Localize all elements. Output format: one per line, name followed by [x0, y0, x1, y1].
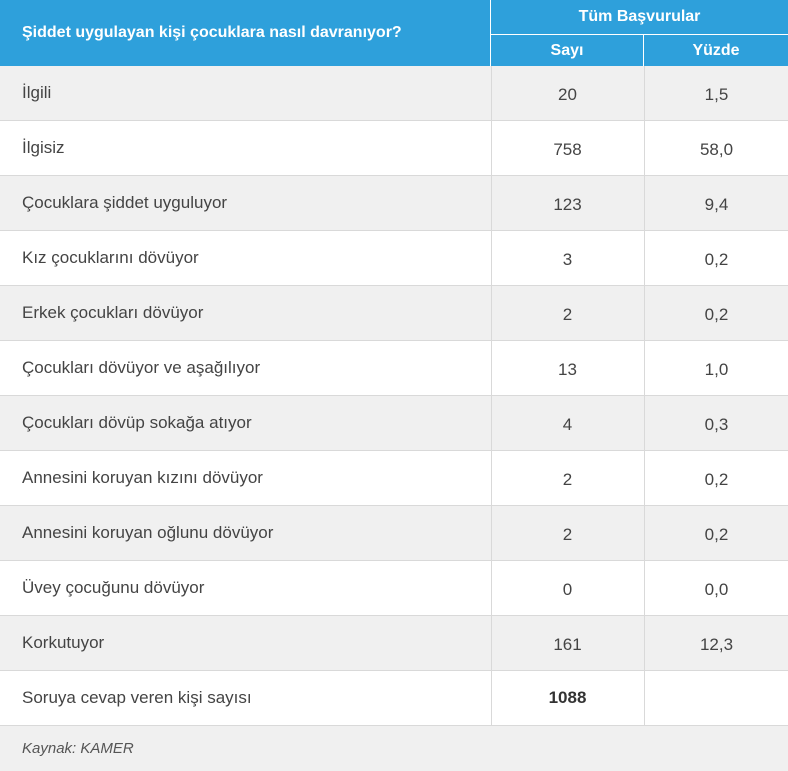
source-note: Kaynak: KAMER — [0, 726, 788, 771]
table-row: Çocukları dövüyor ve aşağılıyor 13 1,0 — [0, 341, 788, 396]
total-percent — [644, 671, 788, 725]
table-row: Kız çocuklarını dövüyor 3 0,2 — [0, 231, 788, 286]
row-count: 2 — [491, 506, 643, 560]
row-percent: 0,3 — [644, 396, 788, 450]
table-row: Erkek çocukları dövüyor 2 0,2 — [0, 286, 788, 341]
table-row: Üvey çocuğunu dövüyor 0 0,0 — [0, 561, 788, 616]
row-percent: 58,0 — [644, 121, 788, 175]
row-percent: 1,5 — [644, 66, 788, 120]
table-row: İlgili 20 1,5 — [0, 66, 788, 121]
row-label: Annesini koruyan oğlunu dövüyor — [22, 523, 274, 542]
question-header: Şiddet uygulayan kişi çocuklara nasıl da… — [22, 24, 402, 41]
row-count: 4 — [491, 396, 643, 450]
row-percent: 9,4 — [644, 176, 788, 230]
row-percent: 0,2 — [644, 451, 788, 505]
total-row: Soruya cevap veren kişi sayısı 1088 — [0, 671, 788, 726]
header-divider — [490, 0, 491, 66]
row-percent: 1,0 — [644, 341, 788, 395]
total-count: 1088 — [491, 671, 643, 725]
row-count: 3 — [491, 231, 643, 285]
row-count: 2 — [491, 286, 643, 340]
total-label: Soruya cevap veren kişi sayısı — [22, 688, 252, 707]
row-label: İlgili — [22, 83, 52, 102]
table-row: Annesini koruyan kızını dövüyor 2 0,2 — [0, 451, 788, 506]
row-percent: 0,2 — [644, 286, 788, 340]
table-row: Annesini koruyan oğlunu dövüyor 2 0,2 — [0, 506, 788, 561]
row-label: Çocukları dövüyor ve aşağılıyor — [22, 358, 261, 377]
row-percent: 0,2 — [644, 506, 788, 560]
row-percent: 0,0 — [644, 561, 788, 615]
count-column-header: Sayı — [550, 41, 584, 59]
table-row: Çocukları dövüp sokağa atıyor 4 0,3 — [0, 396, 788, 451]
row-percent: 12,3 — [644, 616, 788, 670]
row-label: Kız çocuklarını dövüyor — [22, 248, 199, 267]
row-label: Korkutuyor — [22, 633, 105, 652]
row-label: Annesini koruyan kızını dövüyor — [22, 468, 263, 487]
group-header: Tüm Başvurular — [578, 8, 701, 25]
table-row: Korkutuyor 161 12,3 — [0, 616, 788, 671]
row-label: Çocukları dövüp sokağa atıyor — [22, 413, 252, 432]
row-label: İlgisiz — [22, 138, 65, 157]
table-row: Çocuklara şiddet uyguluyor 123 9,4 — [0, 176, 788, 231]
row-label: Erkek çocukları dövüyor — [22, 303, 204, 322]
row-count: 123 — [491, 176, 643, 230]
row-count: 13 — [491, 341, 643, 395]
row-count: 0 — [491, 561, 643, 615]
row-count: 2 — [491, 451, 643, 505]
percent-column-header: Yüzde — [692, 41, 740, 59]
row-count: 758 — [491, 121, 643, 175]
row-count: 161 — [491, 616, 643, 670]
row-count: 20 — [491, 66, 643, 120]
source-text: Kaynak: KAMER — [22, 740, 134, 757]
row-label: Çocuklara şiddet uyguluyor — [22, 193, 228, 212]
header-divider — [643, 35, 644, 66]
table-header: Şiddet uygulayan kişi çocuklara nasıl da… — [0, 0, 788, 66]
header-divider-horizontal — [491, 34, 788, 35]
row-percent: 0,2 — [644, 231, 788, 285]
row-label: Üvey çocuğunu dövüyor — [22, 578, 205, 597]
table-row: İlgisiz 758 58,0 — [0, 121, 788, 176]
